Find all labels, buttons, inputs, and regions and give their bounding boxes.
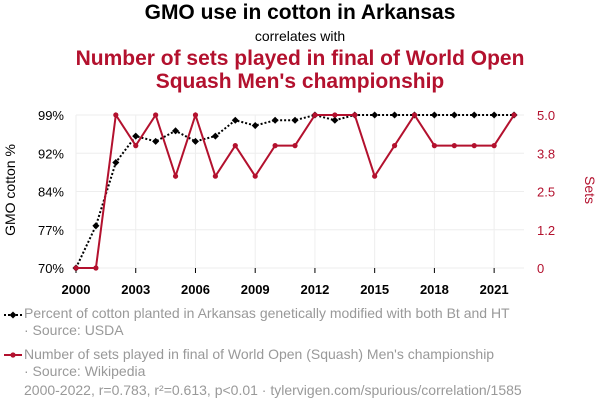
point-gmo — [251, 122, 259, 130]
point-gmo — [211, 132, 219, 140]
point-sets — [252, 173, 258, 179]
x-tick-label: 2003 — [121, 282, 150, 297]
axes: GMO cotton % Sets 70% 0 77% 1.2 84% 2.5 92% 3.8… — [2, 108, 598, 297]
x-tick-label: 2018 — [420, 282, 449, 297]
right-tick-label: 1.2 — [537, 223, 555, 238]
chart-title: GMO use in cotton in Arkansas — [144, 1, 456, 24]
point-sets — [372, 173, 378, 179]
left-tick-label: 99% — [38, 108, 64, 123]
legend-marker-sets-dot — [10, 352, 16, 358]
left-tick-label: 92% — [38, 146, 64, 161]
point-gmo — [152, 137, 160, 145]
point-sets — [212, 173, 218, 179]
point-gmo — [92, 222, 100, 230]
point-sets — [232, 143, 238, 149]
point-sets — [471, 143, 477, 149]
point-sets — [153, 112, 159, 118]
point-gmo — [271, 116, 279, 124]
legend-markers — [4, 311, 22, 358]
point-sets — [352, 112, 358, 118]
x-tick-label: 2009 — [241, 282, 270, 297]
point-gmo — [490, 111, 498, 119]
point-sets — [93, 265, 99, 271]
point-gmo — [132, 132, 140, 140]
point-gmo — [191, 137, 200, 145]
right-tick-label: 2.5 — [537, 185, 555, 200]
x-tick-label: 2006 — [181, 282, 210, 297]
point-sets — [511, 112, 517, 118]
chart-second-title: Number of sets played in final of World … — [75, 47, 525, 93]
legend-item-sets-source: · Source: Wikipedia — [24, 363, 146, 379]
footer-stats: 2000-2022, r=0.783, r²=0.613, p<0.01 · t… — [24, 382, 522, 398]
right-tick-label: 3.8 — [537, 146, 555, 161]
point-sets — [133, 143, 139, 149]
legend-item-sets-label: Number of sets played in final of World … — [24, 346, 495, 362]
point-sets — [113, 112, 119, 118]
point-gmo — [172, 127, 180, 135]
point-gmo — [450, 111, 458, 119]
left-tick-label: 84% — [38, 185, 64, 200]
point-gmo — [231, 116, 239, 124]
point-gmo — [291, 116, 299, 124]
x-tick-label: 2021 — [480, 282, 509, 297]
x-tick-label: 2015 — [360, 282, 389, 297]
point-sets — [292, 143, 298, 149]
point-gmo — [112, 158, 120, 167]
chart-subtitle: correlates with — [254, 28, 346, 44]
left-tick-label: 70% — [38, 261, 64, 276]
left-axis-label: GMO cotton % — [2, 144, 18, 236]
x-tick-label: 2000 — [62, 282, 91, 297]
legend-item-gmo-label: Percent of cotton planted in Arkansas ge… — [24, 305, 510, 321]
point-sets — [391, 143, 398, 149]
right-tick-label: 0 — [537, 261, 544, 276]
legend-item-gmo: Percent of cotton planted in Arkansas ge… — [24, 305, 510, 339]
point-sets — [272, 143, 278, 149]
legend-item-sets: Number of sets played in final of World … — [24, 346, 494, 380]
point-sets — [411, 112, 418, 118]
left-tick-label: 77% — [38, 223, 64, 238]
point-sets — [451, 143, 457, 149]
point-gmo — [470, 111, 478, 119]
point-sets — [312, 112, 318, 118]
legend-item-gmo-source: · Source: USDA — [24, 322, 124, 338]
point-sets — [491, 143, 497, 149]
point-gmo — [371, 111, 379, 119]
right-axis-label: Sets — [582, 176, 598, 204]
point-sets — [332, 112, 338, 118]
right-tick-label: 5.0 — [537, 108, 555, 123]
legend-marker-gmo-dot — [9, 311, 17, 319]
point-gmo — [391, 111, 399, 119]
x-tick-label: 2012 — [300, 282, 329, 297]
point-sets — [192, 112, 199, 118]
point-gmo — [331, 116, 339, 124]
series — [72, 111, 518, 272]
point-sets — [73, 265, 79, 271]
point-sets — [172, 173, 179, 179]
point-gmo — [430, 111, 438, 119]
point-sets — [431, 143, 437, 149]
